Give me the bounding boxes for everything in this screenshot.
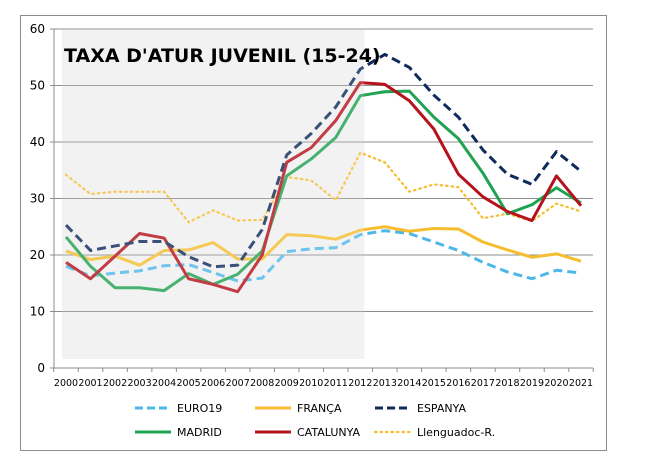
- series-line-fran-a: [65, 225, 582, 267]
- x-tick-label: 2015: [422, 378, 446, 389]
- series-line-catalunya: [65, 81, 583, 294]
- x-tick-label: 2004: [152, 378, 176, 389]
- series-line-espanya: [64, 52, 582, 269]
- x-tick-label: 2007: [226, 378, 250, 389]
- axes: [53, 29, 594, 372]
- legend-item: ESPANYA: [375, 402, 466, 415]
- series-line-madrid: [64, 89, 582, 293]
- legend-label: MADRID: [177, 426, 222, 439]
- x-tick-label: 2020: [544, 378, 568, 389]
- x-tick-labels: 2000 2001 2002 2003 2004 2005 2006 2007 2008 2009…: [54, 378, 593, 389]
- legend-label: ESPANYA: [417, 402, 466, 415]
- x-tick-label: 2010: [299, 378, 323, 389]
- x-tick-label: 2006: [201, 378, 225, 389]
- chart-title: TAXA D'ATUR JUVENIL (15-24): [64, 45, 381, 67]
- y-tick-label: 20: [30, 248, 45, 262]
- y-tick-label: 0: [37, 361, 45, 375]
- y-tick-labels: 0 10 20 30 40 50 60: [30, 22, 45, 375]
- x-tick-label: 2016: [446, 378, 470, 389]
- x-tick-label: 2009: [275, 378, 299, 389]
- gridlines: [50, 28, 593, 369]
- x-tick-label: 2011: [324, 378, 348, 389]
- x-tick-label: 2017: [471, 378, 495, 389]
- y-tick-label: 50: [30, 79, 45, 93]
- shade-overlay: [62, 30, 365, 359]
- legend-label: Llenguadoc-R.: [417, 426, 495, 439]
- x-tick-label: 2012: [348, 378, 372, 389]
- y-tick-label: 40: [30, 135, 45, 149]
- legend-label: FRANÇA: [297, 402, 342, 415]
- legend: EURO19 FRANÇA ESPANYA MADRID CATALUNYA Llengu…: [135, 402, 495, 439]
- x-tick-label: 2013: [373, 378, 397, 389]
- legend-item: FRANÇA: [255, 402, 342, 415]
- legend-item: MADRID: [135, 426, 222, 439]
- shaded-period: [62, 30, 365, 359]
- y-tick-label: 10: [30, 305, 45, 319]
- legend-label: CATALUNYA: [297, 426, 360, 439]
- x-tick-label: 2000: [54, 378, 78, 389]
- series-line-llenguadoc-r: [64, 151, 583, 224]
- x-tick-label: 2019: [520, 378, 544, 389]
- x-tick-label: 2014: [397, 378, 421, 389]
- series-lines: [62, 30, 583, 359]
- x-tick-label: 2021: [569, 378, 593, 389]
- x-tick-label: 2002: [103, 378, 127, 389]
- legend-item: CATALUNYA: [255, 426, 360, 439]
- y-tick-label: 30: [30, 192, 45, 206]
- legend-item: Llenguadoc-R.: [373, 426, 495, 439]
- x-tick-label: 2005: [177, 378, 201, 389]
- legend-item: EURO19: [135, 402, 222, 415]
- y-tick-label: 60: [30, 22, 45, 36]
- x-tick-label: 2008: [250, 378, 274, 389]
- legend-label: EURO19: [177, 402, 222, 415]
- x-tick-label: 2018: [495, 378, 519, 389]
- x-tick-label: 2001: [78, 378, 102, 389]
- series-line-euro19: [65, 229, 582, 283]
- x-tick-label: 2003: [127, 378, 151, 389]
